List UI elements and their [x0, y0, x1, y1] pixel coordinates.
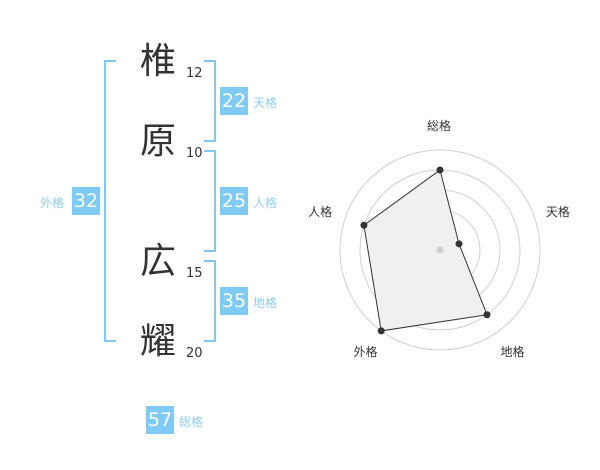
gaikaku-value: 32 — [72, 187, 100, 215]
soukaku-label: 総格 — [179, 415, 204, 429]
jinkaku-value: 25 — [220, 187, 248, 215]
stroke-count-3: 15 — [186, 266, 203, 281]
radar-point — [455, 240, 463, 248]
name-char-2: 原 — [139, 121, 176, 162]
radar-point — [377, 327, 385, 335]
stroke-count-1: 12 — [186, 66, 203, 81]
radar-center-dot — [436, 246, 444, 254]
jinkaku-label: 人格 — [253, 196, 278, 210]
radar-point — [360, 221, 368, 229]
radar-ring — [339, 149, 541, 351]
tenkaku-label: 天格 — [253, 96, 278, 110]
radar-point — [436, 166, 444, 174]
radar-axis-label: 天格 — [545, 205, 570, 220]
radar-axis-label: 総格 — [427, 119, 452, 133]
soukaku-value: 57 — [146, 406, 174, 434]
chikaku-label: 地格 — [253, 296, 278, 310]
tenkaku-bracket — [204, 60, 216, 142]
jinkaku-bracket — [204, 150, 216, 252]
name-char-4: 耀 — [139, 321, 176, 362]
name-char-1: 椎 — [139, 41, 176, 82]
tenkaku-value: 22 — [220, 87, 248, 115]
radar-axis-label: 外格 — [353, 345, 378, 360]
gaikaku-bracket — [104, 60, 116, 342]
chikaku-value: 35 — [220, 287, 248, 315]
stroke-count-2: 10 — [186, 146, 203, 161]
radar-point — [483, 311, 491, 319]
stroke-count-4: 20 — [186, 346, 203, 361]
name-char-3: 広 — [139, 241, 176, 282]
radar-axis-label: 地格 — [500, 345, 525, 360]
gaikaku-label: 外格 — [40, 196, 65, 210]
radar-axis-label: 人格 — [308, 205, 333, 220]
radar-area — [363, 169, 488, 332]
chikaku-bracket — [204, 260, 216, 342]
